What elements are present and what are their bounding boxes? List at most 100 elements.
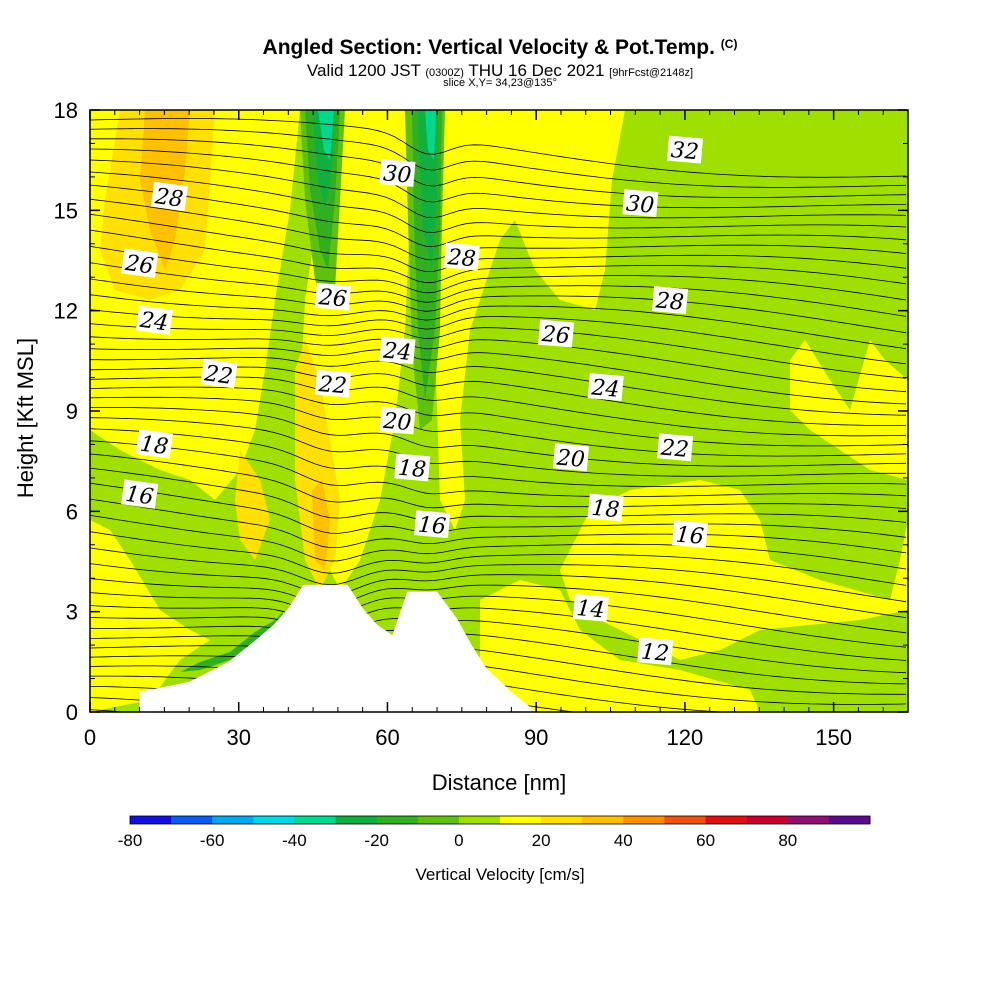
contour-label-text: 28 [446,245,477,272]
contour-label: 16 [121,479,159,511]
contour-label: 24 [135,305,174,337]
x-tick-label: 60 [375,725,399,750]
colorbar-swatch [582,816,624,824]
contour-label-text: 16 [124,482,155,511]
colorbar-tick-label: -60 [200,831,225,850]
contour-label-box [379,159,416,187]
contour-label-text: 22 [202,361,234,390]
y-tick-label: 12 [54,299,78,324]
isentrope-line [90,128,907,188]
contour-label-box [538,319,575,348]
contour-label-box [443,242,480,271]
colorbar-swatch [746,816,789,824]
isentrope-line [90,347,907,405]
contour-label: 28 [150,181,188,213]
isentrope-line [90,386,907,447]
isentrope-line [90,118,907,178]
y-tick-label: 9 [66,399,78,424]
y-tick-label: 18 [54,98,78,123]
isentrope-line [90,467,907,523]
colorbar-tick-label: -80 [118,831,143,850]
isentrope-line [90,213,907,273]
isentrope-line [90,635,906,695]
contour-label-box [552,443,589,472]
contour-label-box [587,373,624,402]
title-mark: (C) [720,37,738,51]
contour-label-text: 26 [123,251,155,280]
x-tick-label: 120 [667,725,704,750]
isentrope-line [90,148,906,209]
isentrope-line [90,278,907,334]
contour-label-box [637,637,674,666]
isentrope-line [90,198,907,260]
contour-label-text: 22 [317,372,348,399]
colorbar-tick-label: 40 [614,831,633,850]
colorbar-swatch [500,816,542,824]
field-20to30-lower [235,450,270,560]
field-neg40to-30-descent-east [425,110,436,160]
chart-title: Angled Section: Vertical Velocity & Pot.… [262,36,738,59]
colorbar-tick-label: 0 [454,831,463,850]
contour-label-text: 20 [381,409,412,436]
field-10to20-mid-right [560,480,908,660]
colorbar-swatch [828,816,871,824]
colorbar-swatch [253,816,295,824]
colorbar: -80 -60 -40 -20 0 20 40 60 80 [118,815,871,850]
contour-label-text: 18 [397,456,427,483]
plot-area [90,110,908,712]
colorbar-swatch [623,816,665,824]
contour-label-text: 22 [659,436,690,463]
isentrope-line [90,323,907,379]
colorbar-swatch [787,816,830,824]
colorbar-frame [129,815,871,825]
contour-label: 16 [414,510,451,540]
contour-label-text: 14 [576,596,606,623]
isentrope-line [90,625,907,685]
isentrope-line [90,453,907,509]
colorbar-swatch [458,816,501,824]
isentrope-line [90,262,907,317]
axes: 0 30 60 90 120 150 0 3 6 9 12 15 18 [54,98,908,750]
y-axis-label: Height [Kft MSL] [13,338,38,498]
x-tick-label: 90 [524,725,548,750]
contour-label-box [394,453,431,482]
isentrope-line [90,184,907,247]
isentrope-line [90,428,907,487]
x-axis-label: Distance [nm] [432,770,567,795]
contour-label: 20 [552,443,589,473]
isentrope-line [90,514,907,570]
colorbar-swatch [212,816,254,824]
contour-label: 24 [379,336,416,366]
isentrope-line [90,309,907,365]
isentrope-line [90,563,907,618]
contour-label-box [671,520,708,549]
isentrope-line [90,171,907,233]
colorbar-tick-label: 20 [532,831,551,850]
isentrope-line [90,547,907,603]
contour-label: 30 [379,159,416,189]
contour-label: 26 [314,282,351,312]
y-tick-label: 3 [66,600,78,625]
contour-label: 24 [587,373,624,403]
y-tick-label: 15 [54,198,78,223]
contour-label: 26 [538,319,575,349]
contour-label: 18 [135,429,174,460]
contour-label: 28 [443,242,480,272]
field-10to20-bottom [480,580,760,712]
colorbar-tick-label: -20 [364,831,389,850]
contour-label-box [652,286,689,315]
contour-label-box [314,369,351,398]
contour-label: 30 [622,189,659,219]
colorbar-swatch [376,816,419,824]
isentrope-line [90,592,907,648]
isentrope-line [90,138,907,198]
field-10to20-east-band [435,110,625,530]
colorbar-swatch [541,816,583,824]
contour-label-text: 30 [625,191,655,218]
contour-label-box [666,135,703,164]
contour-label: 14 [572,593,609,623]
contour-label: 18 [394,453,431,483]
isentrope-line [90,578,907,634]
contour-label-text: 28 [654,288,685,315]
